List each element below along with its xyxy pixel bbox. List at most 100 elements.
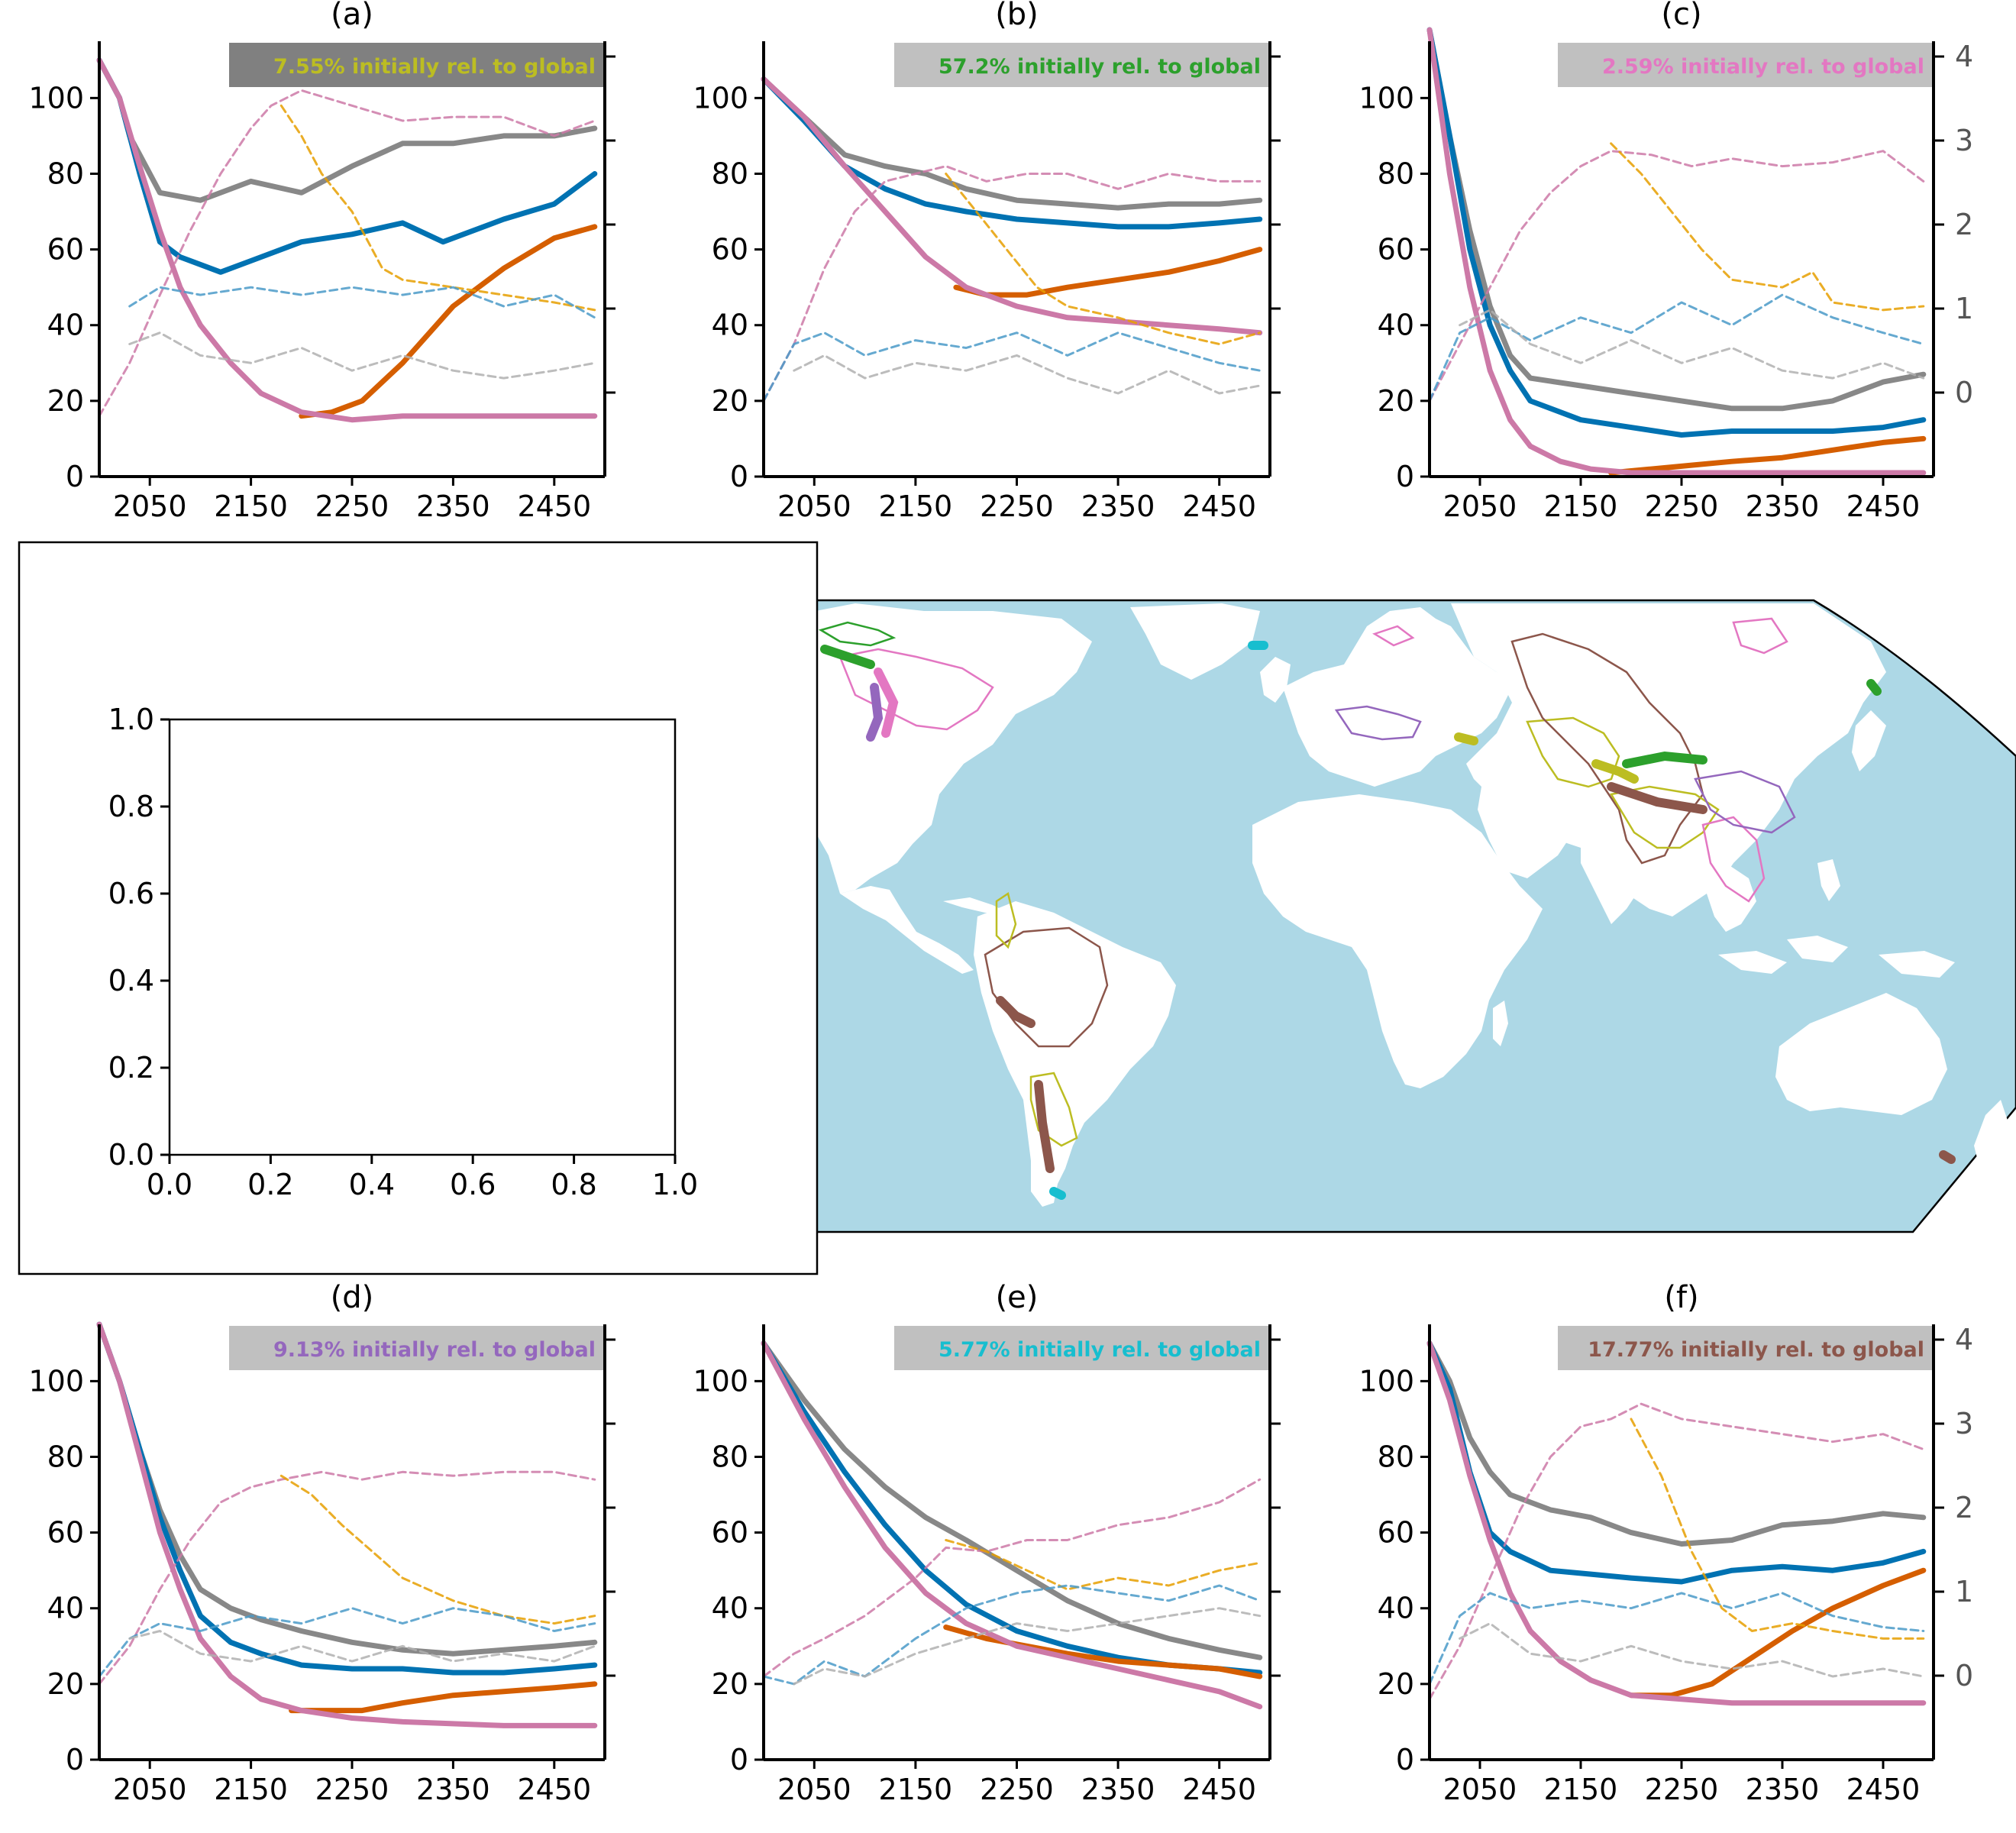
series-line-3 [761, 76, 1263, 336]
right-tick-label: 1 [1955, 1575, 1973, 1608]
series-line-2 [1608, 435, 1927, 476]
series-line-4 [98, 1470, 596, 1686]
series-line-5 [945, 173, 1262, 345]
series-line-6 [1428, 1592, 1925, 1686]
chart-panel-(a): (a) 7.55% initially rel. to global 0 20 40 60… [28, 0, 615, 523]
y-tick-label: 0.8 [108, 790, 154, 823]
panel-title: (f) [1664, 1280, 1698, 1315]
y-tick-label: 20 [712, 384, 748, 418]
x-tick-label: 2450 [1846, 490, 1921, 523]
y-tick-label: 60 [47, 1516, 84, 1550]
series-line-7 [1459, 309, 1925, 380]
badge-label: 9.13% initially rel. to global [273, 1338, 596, 1362]
y-tick-label: 40 [47, 1592, 84, 1625]
land-india [1581, 825, 1657, 924]
y-tick-label: 100 [28, 81, 84, 115]
y-tick-label: 0.6 [108, 877, 154, 910]
right-tick-label: 4 [1955, 1323, 1973, 1356]
series-line-7 [128, 1630, 596, 1663]
y-tick-label: 80 [47, 1440, 84, 1473]
land-new-zealand [1974, 1100, 2008, 1161]
y-tick-label: 20 [1378, 1667, 1414, 1701]
series-line-7 [793, 1607, 1262, 1686]
x-tick-label: 2450 [1846, 1773, 1921, 1806]
x-tick-label: 2450 [1182, 490, 1256, 523]
x-tick-label: 2150 [1544, 1773, 1618, 1806]
x-tick-label: 2150 [1544, 490, 1618, 523]
y-tick-label: 40 [712, 1592, 748, 1625]
region-kamchatka-green-fill [1866, 679, 1882, 696]
land-greenland [1130, 603, 1260, 680]
x-tick-label: 2050 [113, 490, 187, 523]
land-indonesia-b [1787, 936, 1848, 962]
series-line-0 [761, 1340, 1263, 1660]
region-scandinavia-pink [1372, 625, 1415, 647]
region-patagonia-cyan-fill [1049, 1187, 1066, 1200]
x-tick-label: 0.0 [147, 1168, 192, 1201]
y-tick-label: 80 [712, 157, 748, 190]
series-line-2 [289, 1681, 598, 1714]
badge-label: 17.77% initially rel. to global [1588, 1338, 1924, 1362]
x-tick-label: 0.4 [349, 1168, 395, 1201]
x-tick-label: 2350 [1081, 1773, 1155, 1806]
region-caucasus-olive-fill [1454, 732, 1478, 745]
land-caribbean [943, 897, 1008, 913]
region-nz-brown-fill [1939, 1150, 1956, 1164]
series-line-7 [128, 331, 596, 380]
x-tick-label: 2250 [315, 1773, 389, 1806]
x-tick-label: 2250 [1645, 1773, 1719, 1806]
y-tick-label: 40 [1378, 1592, 1414, 1625]
chart-panel-(c): (c)2.59% initially rel. to global0204060… [1359, 0, 1973, 523]
series-line-0 [1426, 27, 1927, 412]
land-madagascar [1493, 1001, 1508, 1046]
y-tick-label: 40 [1378, 309, 1414, 342]
region-china-purple [1694, 770, 1796, 834]
region-central-asia-olive [1526, 716, 1620, 788]
land-central-america [840, 886, 974, 974]
land-australia [1775, 993, 1947, 1115]
series-line-4 [762, 165, 1262, 402]
land-europe [1283, 611, 1512, 787]
badge-background [894, 1326, 1268, 1370]
y-tick-label: 0 [730, 1743, 748, 1776]
y-tick-label: 20 [47, 384, 84, 418]
badge-background [229, 1326, 603, 1370]
y-tick-label: 60 [712, 233, 748, 267]
right-tick-label: 0 [1955, 376, 1973, 409]
series-line-5 [1610, 142, 1925, 312]
chart-panel-(b): (b) 57.2% initially rel. to global 0 20 40 60… [693, 0, 1281, 523]
series-line-2 [943, 1624, 1263, 1679]
y-tick-label: 40 [47, 309, 84, 342]
x-tick-label: 2250 [980, 1773, 1054, 1806]
y-tick-label: 60 [47, 233, 84, 267]
y-tick-label: 80 [1378, 1440, 1414, 1473]
region-patagonia-olive [1029, 1072, 1078, 1147]
y-tick-label: 100 [1359, 81, 1414, 115]
series-line-3 [1426, 27, 1927, 476]
right-tick-label: 2 [1955, 208, 1973, 241]
x-tick-label: 2450 [1182, 1773, 1256, 1806]
region-tibet-olive-fill [1591, 759, 1639, 784]
series-line-4 [1428, 150, 1925, 402]
y-tick-label: 80 [1378, 157, 1414, 190]
x-tick-label: 2250 [315, 490, 389, 523]
region-himalaya-brown-fill [1607, 782, 1707, 814]
region-andes-olive [995, 891, 1017, 949]
world-map [814, 599, 2016, 1233]
x-tick-label: 2450 [517, 490, 591, 523]
y-tick-label: 0 [1396, 460, 1414, 493]
series-line-4 [1428, 1402, 1925, 1701]
land-new-guinea [1879, 951, 1955, 978]
badge-label: 5.77% initially rel. to global [939, 1338, 1261, 1362]
badge-background [894, 43, 1268, 87]
series-line-6 [1428, 293, 1925, 402]
panel-title: (b) [995, 0, 1039, 32]
badge-background [229, 43, 603, 87]
x-tick-label: 2350 [416, 490, 490, 523]
y-tick-label: 60 [1378, 233, 1414, 267]
series-line-6 [98, 1607, 596, 1678]
panel-title: (e) [996, 1280, 1039, 1315]
y-tick-label: 0 [1396, 1743, 1414, 1776]
land-philippines [1817, 859, 1840, 901]
